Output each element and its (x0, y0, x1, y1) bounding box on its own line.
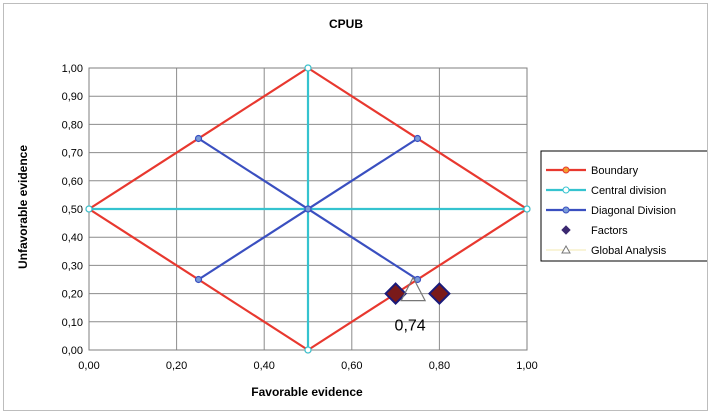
y-tick-label: 0,10 (62, 317, 83, 329)
x-tick-label: 0,00 (78, 360, 99, 372)
y-tick-label: 0,70 (62, 148, 83, 160)
marker-layer: 0,74 (85, 64, 531, 354)
y-tick-label: 0,00 (62, 345, 83, 357)
x-tick-label: 0,20 (166, 360, 187, 372)
y-axis-label: Unfavorable evidence (16, 145, 30, 269)
cpub-chart: 0,00 0,20 0,40 0,60 0,80 1,00 0,00 0,10 0,20 0,3… (16, 17, 711, 399)
y-tick-label: 0,90 (62, 91, 83, 103)
chart-area: 0,00 0,20 0,40 0,60 0,80 1,00 0,00 0,10 0,20 0,3… (3, 3, 711, 411)
x-axis-tick-labels: 0,00 0,20 0,40 0,60 0,80 1,00 (78, 360, 537, 372)
central-division-marker (304, 64, 312, 72)
legend-diagonal-division-label: Diagonal Division (591, 205, 676, 217)
central-division-marker (85, 205, 93, 213)
diagonal-division-marker (413, 134, 422, 143)
central-division-marker (523, 205, 531, 213)
legend-boundary-label: Boundary (591, 165, 639, 177)
global-analysis-value-label: 0,74 (395, 318, 426, 335)
chart-title: CPUB (329, 17, 363, 31)
legend-factors-marker (561, 225, 571, 235)
global-analysis-triangle-marker (400, 276, 427, 302)
legend-central-division-label: Central division (591, 185, 666, 197)
legend-global-analysis-label: Global Analysis (591, 245, 667, 257)
x-tick-label: 0,40 (253, 360, 274, 372)
x-axis-label: Favorable evidence (251, 385, 363, 399)
x-tick-label: 1,00 (516, 360, 537, 372)
legend: Boundary Central division Diagonal Divisio… (540, 150, 711, 262)
legend-global-analysis-marker (561, 244, 571, 254)
factor-diamond-marker (384, 282, 408, 306)
diagonal-division-marker (194, 275, 203, 284)
y-tick-label: 0,80 (62, 119, 83, 131)
legend-factors-label: Factors (591, 225, 628, 237)
legend-boundary-marker (562, 166, 570, 174)
diagonal-division-marker (194, 134, 203, 143)
central-division-marker (304, 346, 312, 354)
y-tick-label: 0,50 (62, 204, 83, 216)
legend-diagonal-division-marker (562, 206, 570, 214)
y-tick-label: 0,40 (62, 232, 83, 244)
diagonal-division-marker (304, 205, 312, 213)
y-axis-tick-labels: 0,00 0,10 0,20 0,30 0,40 0,50 0,60 0,70 0,80 0,90… (62, 63, 83, 357)
y-tick-label: 0,20 (62, 289, 83, 301)
y-tick-label: 1,00 (62, 63, 83, 75)
legend-central-division-marker (562, 186, 570, 194)
y-tick-label: 0,60 (62, 176, 83, 188)
factor-diamond-marker (427, 282, 451, 306)
y-tick-label: 0,30 (62, 260, 83, 272)
x-tick-label: 0,60 (341, 360, 362, 372)
x-tick-label: 0,80 (429, 360, 450, 372)
